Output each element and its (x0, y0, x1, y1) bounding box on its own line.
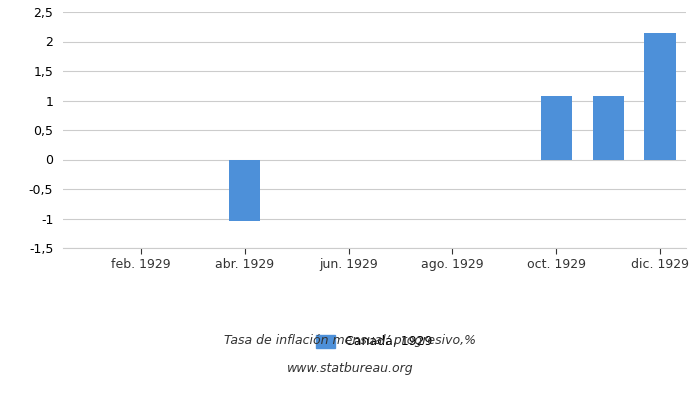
Bar (645, 33, 676, 160)
Text: www.statbureau.org: www.statbureau.org (287, 362, 413, 375)
Legend: Canadá, 1929: Canadá, 1929 (312, 330, 438, 353)
Text: Tasa de inflación mensual, progresivo,%: Tasa de inflación mensual, progresivo,% (224, 334, 476, 347)
Bar (592, 96, 624, 160)
Bar (229, 160, 260, 222)
Bar (540, 96, 572, 160)
